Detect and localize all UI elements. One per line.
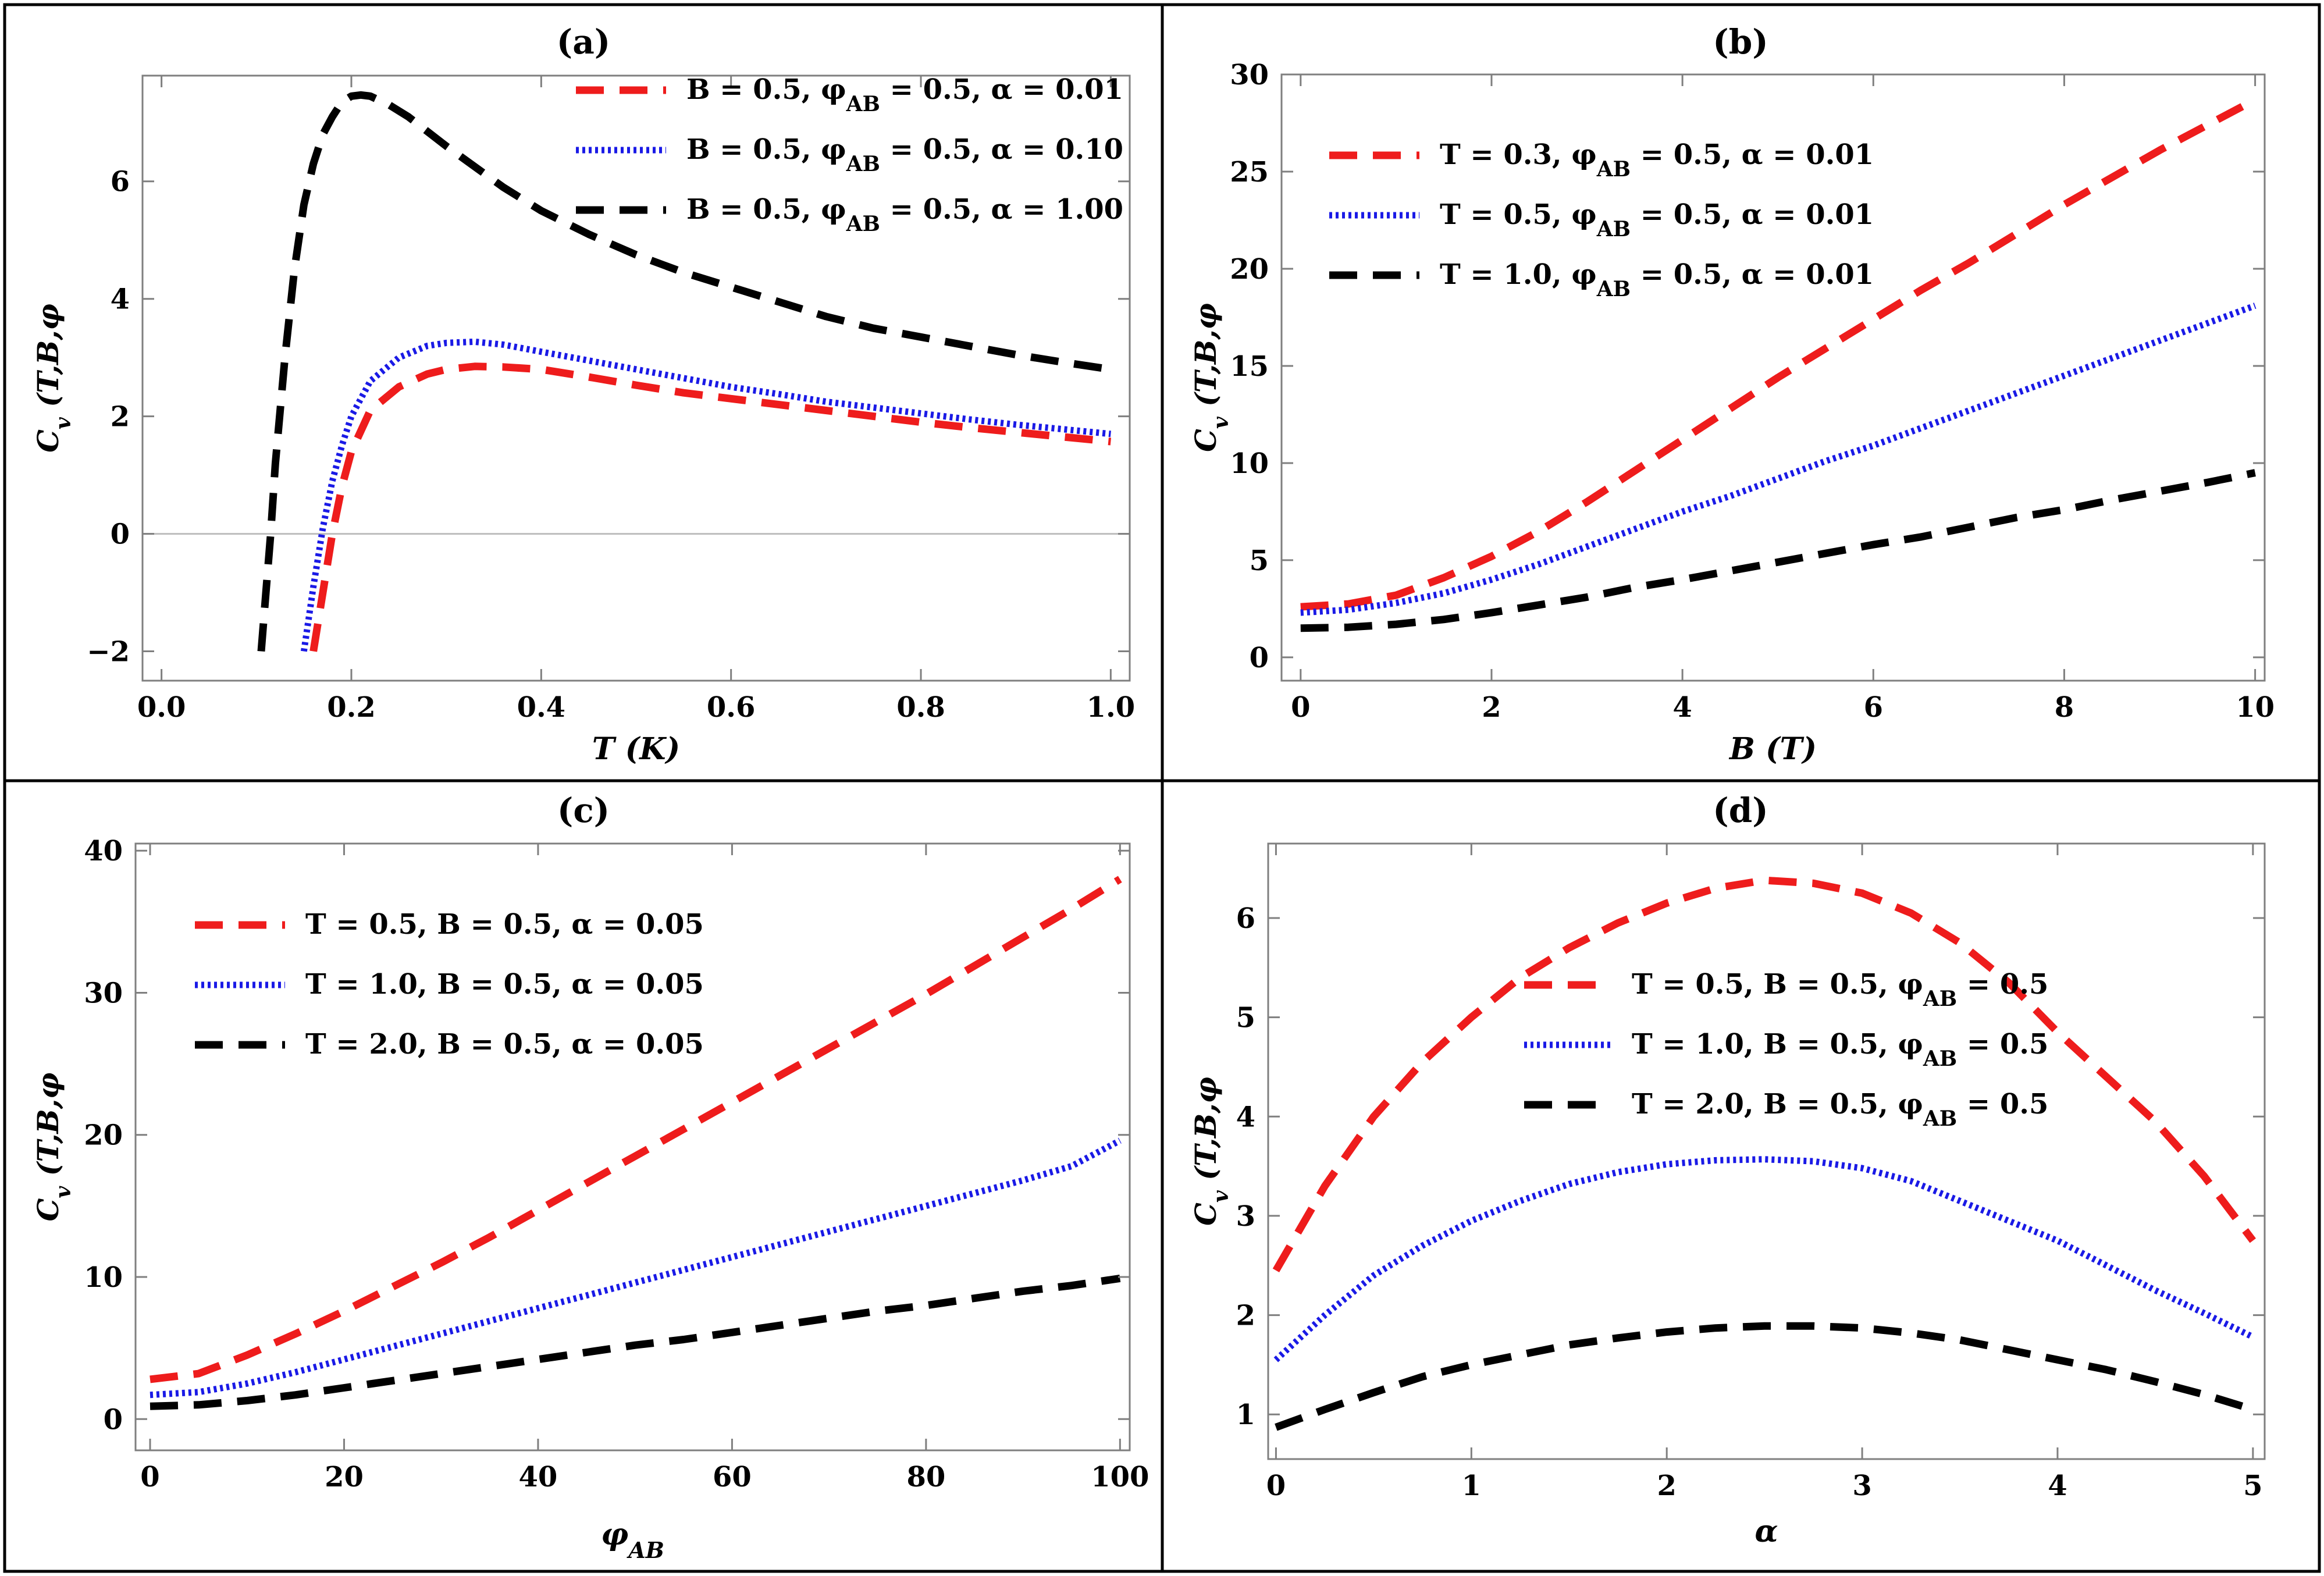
x-tick-label: 1.0 — [1087, 691, 1136, 724]
y-tick-label: 20 — [1230, 253, 1269, 286]
panel-title: (a) — [557, 22, 610, 62]
legend-label-2: T = 1.0, B = 0.5, φAB = 0.5 — [1632, 1028, 2048, 1071]
frame-c — [3, 779, 1164, 1573]
y-tick-label: 2 — [1236, 1300, 1255, 1332]
panel-frames — [3, 3, 2321, 1573]
panel-title: (c) — [557, 791, 610, 830]
y-tick-label: −2 — [87, 636, 130, 668]
x-tick-label: 4 — [2048, 1470, 2067, 1502]
panel-d: (d) 0 1 2 3 4 5 1 2 3 4 5 6 α Cv (T,B,φ T = 0.5, B = 0.… — [1188, 791, 2266, 1549]
plot-frame — [1267, 842, 2266, 1460]
plot-frame — [141, 74, 1131, 682]
series-line-3 — [1275, 1322, 2254, 1431]
y-axis-label: Cv (T,B,φ — [1188, 1077, 1233, 1226]
series-line-1 — [1300, 96, 2257, 611]
x-tick-label: 6 — [1864, 691, 1883, 724]
y-tick-label: 0 — [111, 518, 130, 551]
series-line-1 — [309, 362, 1112, 652]
panel-b: (b) 0 2 4 6 8 10 0 5 10 15 20 25 30 B (T) Cv (T,B,φ T = … — [1188, 22, 2275, 767]
y-tick-label: 30 — [84, 977, 123, 1009]
x-tick-label: 100 — [1091, 1461, 1149, 1493]
legend-label-3: B = 0.5, φAB = 0.5, α = 1.00 — [686, 193, 1123, 236]
y-tick-label: 6 — [1236, 902, 1255, 935]
y-tick-label: 40 — [84, 835, 123, 867]
y-tick-label: 5 — [1250, 545, 1269, 577]
frame-d — [1161, 779, 2321, 1573]
legend-label-3: T = 2.0, B = 0.5, φAB = 0.5 — [1632, 1088, 2048, 1131]
y-tick-label: 6 — [111, 166, 130, 198]
panel-title: (d) — [1713, 791, 1768, 830]
x-tick-label: 40 — [519, 1461, 558, 1493]
x-tick-label: 10 — [2236, 691, 2275, 724]
x-tick-label: 0.4 — [517, 691, 566, 724]
y-tick-label: 4 — [1236, 1101, 1255, 1133]
legend-label-2: T = 1.0, B = 0.5, α = 0.05 — [305, 968, 704, 1001]
legend-label-3: T = 1.0, φAB = 0.5, α = 0.01 — [1440, 258, 1874, 301]
y-tick-label: 0 — [104, 1403, 123, 1436]
y-tick-label: 30 — [1230, 59, 1269, 91]
y-axis-label: Cv (T,B,φ — [31, 1073, 76, 1222]
y-tick-label: 4 — [111, 283, 130, 316]
x-tick-label: 3 — [1852, 1470, 1871, 1502]
y-axis-label: Cv (T,B,φ — [1188, 303, 1233, 452]
x-tick-label: 0.8 — [896, 691, 945, 724]
y-tick-label: 25 — [1230, 156, 1269, 188]
y-tick-label: 10 — [1230, 447, 1269, 480]
frame-a — [3, 3, 1164, 782]
panel-c: (c) 0 20 40 60 80 100 0 10 20 30 40 φAB Cv (T,B,φ T = … — [31, 791, 1149, 1563]
x-axis-label: φAB — [601, 1517, 664, 1563]
legend-label-1: B = 0.5, φAB = 0.5, α = 0.01 — [686, 73, 1123, 116]
x-tick-label: 4 — [1672, 691, 1692, 724]
plot-frame — [1280, 73, 2266, 682]
x-tick-label: 0 — [140, 1461, 159, 1493]
x-axis-label: T (K) — [592, 731, 680, 767]
y-axis-label: Cv (T,B,φ — [31, 304, 76, 453]
x-tick-label: 0 — [1291, 691, 1310, 724]
x-tick-label: 2 — [1482, 691, 1501, 724]
y-tick-label: 2 — [111, 401, 130, 433]
y-tick-label: 10 — [84, 1261, 123, 1294]
series-line-2 — [150, 1137, 1122, 1399]
legend-label-2: B = 0.5, φAB = 0.5, α = 0.10 — [686, 133, 1123, 176]
y-tick-label: 0 — [1250, 642, 1269, 674]
series-line-3 — [257, 91, 1112, 652]
x-tick-label: 1 — [1462, 1470, 1481, 1502]
series-line-1 — [1272, 876, 2256, 1273]
y-tick-label: 20 — [84, 1119, 123, 1152]
x-axis-label: α — [1754, 1514, 1778, 1549]
x-tick-label: 20 — [325, 1461, 364, 1493]
y-tick-label: 3 — [1236, 1200, 1255, 1233]
x-tick-label: 80 — [906, 1461, 945, 1493]
x-tick-label: 8 — [2055, 691, 2074, 724]
x-tick-label: 0.0 — [137, 691, 186, 724]
panel-title: (b) — [1713, 22, 1768, 62]
series-line-1 — [150, 876, 1122, 1383]
x-tick-label: 5 — [2243, 1470, 2262, 1502]
plot-frame — [134, 842, 1131, 1452]
x-axis-label: B (T) — [1728, 731, 1817, 767]
legend-label-1: T = 0.3, φAB = 0.5, α = 0.01 — [1440, 138, 1874, 182]
frame-b — [1161, 3, 2321, 782]
legend-label-1: T = 0.5, B = 0.5, α = 0.05 — [305, 908, 704, 941]
x-tick-label: 2 — [1657, 1470, 1676, 1502]
x-tick-label: 0 — [1266, 1470, 1286, 1502]
legend-label-2: T = 0.5, φAB = 0.5, α = 0.01 — [1440, 198, 1874, 241]
x-tick-label: 0.2 — [327, 691, 376, 724]
series-line-2 — [1300, 303, 2257, 616]
y-tick-label: 1 — [1236, 1399, 1255, 1431]
x-tick-label: 0.6 — [707, 691, 756, 724]
series-line-2 — [300, 338, 1111, 652]
panel-a: (a) 0.0 0.2 0.4 0.6 0.8 1.0 −2 0 2 4 6 T (K) Cv (T,B,… — [31, 22, 1135, 767]
legend-label-1: T = 0.5, B = 0.5, φAB = 0.5 — [1632, 968, 2048, 1011]
y-tick-label: 15 — [1230, 350, 1269, 383]
series-line-3 — [150, 1274, 1121, 1410]
y-tick-label: 5 — [1236, 1002, 1255, 1034]
x-tick-label: 60 — [713, 1461, 752, 1493]
series-line-3 — [1300, 469, 2256, 632]
legend-label-3: T = 2.0, B = 0.5, α = 0.05 — [305, 1028, 704, 1061]
